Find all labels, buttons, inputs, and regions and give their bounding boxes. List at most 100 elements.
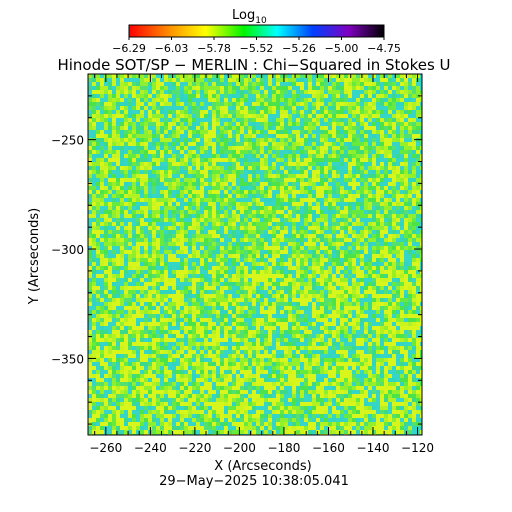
heatmap-cell: [396, 166, 400, 170]
heatmap-cell: [404, 134, 408, 138]
heatmap-cell: [304, 78, 308, 82]
heatmap-cell: [376, 186, 380, 190]
heatmap-cell: [356, 270, 360, 274]
heatmap-cell: [304, 266, 308, 270]
heatmap-cell: [364, 286, 368, 290]
heatmap-cell: [96, 190, 100, 194]
heatmap-cell: [140, 98, 144, 102]
heatmap-cell: [196, 210, 200, 214]
heatmap-cell: [396, 302, 400, 306]
heatmap-cell: [120, 246, 124, 250]
heatmap-cell: [380, 238, 384, 242]
heatmap-cell: [192, 250, 196, 254]
heatmap-cell: [96, 74, 100, 78]
heatmap-cell: [308, 302, 312, 306]
heatmap-cell: [300, 90, 304, 94]
heatmap-cell: [152, 158, 156, 162]
heatmap-cell: [392, 94, 396, 98]
heatmap-cell: [292, 306, 296, 310]
heatmap-cell: [240, 134, 244, 138]
heatmap-cell: [128, 210, 132, 214]
heatmap-cell: [264, 174, 268, 178]
heatmap-cell: [392, 82, 396, 86]
heatmap-cell: [272, 258, 276, 262]
heatmap-cell: [396, 238, 400, 242]
heatmap-cell: [272, 250, 276, 254]
heatmap-cell: [244, 302, 248, 306]
heatmap-cell: [188, 202, 192, 206]
heatmap-cell: [148, 194, 152, 198]
heatmap-cell: [340, 234, 344, 238]
heatmap-cell: [176, 234, 180, 238]
heatmap-cell: [208, 90, 212, 94]
heatmap-cell: [408, 142, 412, 146]
heatmap-cell: [212, 226, 216, 230]
heatmap-cell: [192, 242, 196, 246]
heatmap-cell: [184, 302, 188, 306]
heatmap-cell: [364, 142, 368, 146]
heatmap-cell: [216, 306, 220, 310]
heatmap-cell: [368, 134, 372, 138]
heatmap-cell: [120, 98, 124, 102]
heatmap-cell: [384, 294, 388, 298]
heatmap-cell: [280, 174, 284, 178]
heatmap-cell: [196, 234, 200, 238]
heatmap-cell: [264, 74, 268, 78]
heatmap-cell: [180, 230, 184, 234]
heatmap-cell: [324, 266, 328, 270]
heatmap-cell: [260, 198, 264, 202]
heatmap-cell: [308, 174, 312, 178]
heatmap-cell: [416, 246, 420, 250]
heatmap-cell: [144, 254, 148, 258]
heatmap-cell: [416, 202, 420, 206]
heatmap-cell: [348, 98, 352, 102]
heatmap-cell: [236, 130, 240, 134]
heatmap-cell: [152, 138, 156, 142]
heatmap-cell: [264, 270, 268, 274]
heatmap-cell: [384, 194, 388, 198]
heatmap-cell: [88, 290, 92, 294]
heatmap-cell: [268, 286, 272, 290]
heatmap-cell: [384, 278, 388, 282]
heatmap-cell: [248, 102, 252, 106]
heatmap-cell: [136, 250, 140, 254]
heatmap-cell: [368, 126, 372, 130]
heatmap-cell: [224, 174, 228, 178]
heatmap-cell: [292, 150, 296, 154]
heatmap-cell: [96, 258, 100, 262]
heatmap-cell: [264, 130, 268, 134]
heatmap-cell: [116, 250, 120, 254]
heatmap-cell: [420, 186, 422, 190]
heatmap-cell: [292, 286, 296, 290]
heatmap-cell: [224, 114, 228, 118]
heatmap-cell: [276, 290, 280, 294]
heatmap-cell: [288, 142, 292, 146]
heatmap-cell: [412, 214, 416, 218]
heatmap-cell: [224, 186, 228, 190]
heatmap-cell: [396, 278, 400, 282]
heatmap-cell: [344, 182, 348, 186]
heatmap-cell: [92, 242, 96, 246]
heatmap-cell: [252, 106, 256, 110]
heatmap-cell: [412, 278, 416, 282]
heatmap-cell: [360, 190, 364, 194]
heatmap-cell: [420, 174, 422, 178]
heatmap-cell: [148, 298, 152, 302]
heatmap-cell: [388, 254, 392, 258]
heatmap-cell: [288, 158, 292, 162]
heatmap-cell: [408, 294, 412, 298]
heatmap-cell: [88, 294, 92, 298]
heatmap-cell: [232, 266, 236, 270]
heatmap-cell: [324, 202, 328, 206]
heatmap-cell: [300, 146, 304, 150]
heatmap-cell: [404, 206, 408, 210]
heatmap-cell: [216, 150, 220, 154]
heatmap-cell: [352, 162, 356, 166]
heatmap-cell: [332, 198, 336, 202]
heatmap-cell: [216, 218, 220, 222]
heatmap-cell: [104, 254, 108, 258]
heatmap-cell: [216, 302, 220, 306]
heatmap-cell: [120, 282, 124, 286]
heatmap-cell: [188, 266, 192, 270]
heatmap-cell: [300, 286, 304, 290]
